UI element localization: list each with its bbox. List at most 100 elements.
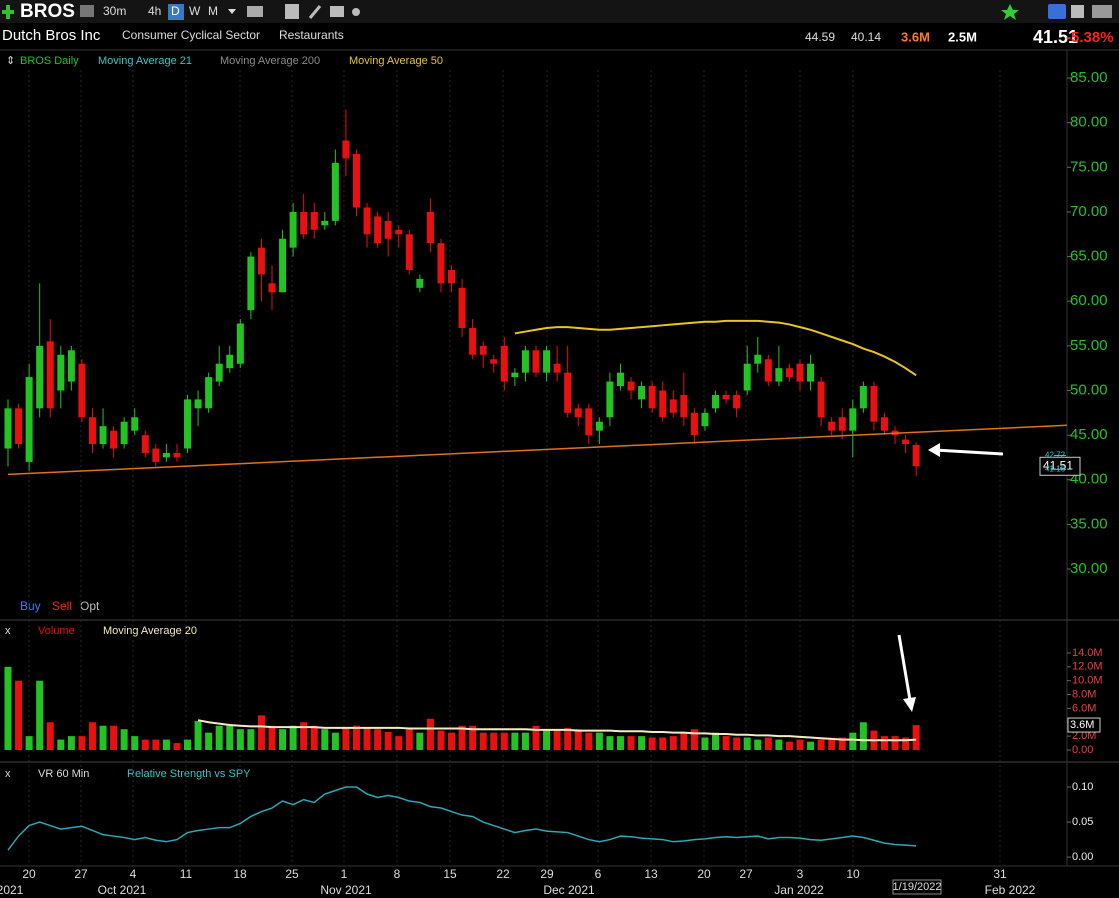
interval[interactable]: M	[208, 4, 218, 18]
volume-bar	[775, 739, 783, 750]
legend-item[interactable]: VR 60 Min	[38, 768, 89, 780]
candle-body	[205, 377, 213, 409]
x-tick-label: 11	[180, 867, 193, 881]
candle-body	[384, 220, 392, 239]
interval[interactable]: W	[189, 4, 201, 18]
candle-body	[236, 323, 244, 364]
add-icon[interactable]	[2, 5, 14, 19]
marker-label: 41.16	[1045, 465, 1066, 474]
sell-button[interactable]: Sell	[52, 599, 72, 613]
legend-item[interactable]: Moving Average 200	[220, 55, 320, 67]
candle-body	[585, 408, 593, 436]
close-panel[interactable]: x	[5, 768, 11, 780]
tool-icon[interactable]	[285, 4, 299, 19]
volume-bar	[616, 736, 624, 750]
volume-bar	[553, 729, 561, 750]
x-tick-label: 8	[394, 867, 401, 881]
candle-body	[638, 386, 646, 400]
legend-item[interactable]: Moving Average 21	[98, 55, 192, 67]
window-icon[interactable]	[1092, 5, 1112, 18]
interval[interactable]: 4h	[148, 4, 161, 18]
candle-body	[194, 399, 202, 409]
line	[514, 319, 917, 377]
candle-body	[215, 363, 223, 382]
candle-body	[162, 452, 170, 458]
tool-icon[interactable]	[308, 5, 322, 19]
x-tick-label: 20	[22, 867, 36, 881]
volume-bar	[257, 715, 265, 750]
star-icon[interactable]	[1001, 4, 1019, 20]
candle-body	[110, 430, 118, 449]
volume-bar	[110, 725, 118, 750]
industry[interactable]: Restaurants	[279, 28, 344, 42]
x-month-label: Oct 2021	[98, 883, 147, 897]
candle-body	[120, 421, 128, 445]
volume-bar	[173, 743, 181, 750]
volume-bar	[342, 727, 350, 750]
sector[interactable]: Consumer Cyclical Sector	[122, 28, 260, 42]
candle-body	[479, 345, 487, 355]
x-tick-label: 6	[595, 867, 602, 881]
buy-button[interactable]: Buy	[20, 599, 41, 613]
candle-body	[141, 435, 149, 453]
last-price: 41.51	[1033, 27, 1078, 47]
candle-body	[849, 408, 857, 431]
y-tick-label: 12.0M	[1072, 661, 1103, 673]
legend-item[interactable]: Moving Average 20	[103, 625, 197, 637]
candle-body	[807, 363, 815, 382]
annotation-arrowhead	[903, 697, 916, 712]
candle-body	[257, 247, 265, 275]
interval[interactable]: D	[171, 4, 180, 18]
volume-bar	[99, 725, 107, 750]
candle-body	[67, 350, 75, 382]
candle-body	[764, 359, 772, 382]
candle-body	[880, 417, 888, 431]
candle-body	[363, 207, 371, 235]
volume-bar	[395, 736, 403, 750]
dropdown[interactable]	[228, 9, 236, 14]
candle-body	[78, 363, 86, 418]
s-icon[interactable]	[1048, 4, 1066, 19]
y-tick-label: 8.0M	[1072, 688, 1096, 700]
volume-bar	[574, 729, 582, 750]
candle-body	[521, 350, 529, 373]
candle-body	[775, 368, 783, 382]
candle-body	[352, 153, 360, 208]
volume-bar	[659, 737, 667, 750]
y-tick-label: 0.00	[1072, 851, 1093, 863]
annotation-arrowhead	[928, 443, 940, 457]
y-tick-label: 75.00	[1070, 158, 1108, 175]
candle-body	[680, 394, 688, 418]
volume-bar	[236, 729, 244, 750]
last-price-box	[1039, 456, 1081, 476]
volume-bar	[152, 739, 160, 750]
marker-label: 42.72	[1045, 451, 1066, 460]
legend-item[interactable]: Relative Strength vs SPY	[127, 768, 251, 780]
volume-bar	[184, 739, 192, 750]
legend-handle[interactable]: ⇕	[6, 55, 15, 67]
line	[197, 719, 917, 742]
volume-bar	[78, 736, 86, 750]
volume-bar	[880, 736, 888, 750]
tool-icon[interactable]	[247, 6, 263, 17]
legend-item[interactable]: Volume	[38, 625, 75, 637]
tool-icon[interactable]	[352, 8, 360, 16]
x-tick-label: 15	[443, 867, 457, 881]
tool-icon[interactable]	[330, 6, 344, 17]
legend-item[interactable]: BROS Daily	[20, 55, 79, 67]
volume-bar	[205, 732, 213, 750]
symbol[interactable]: BROS	[20, 1, 75, 22]
interval[interactable]: 30m	[103, 4, 126, 18]
camera-icon[interactable]	[80, 5, 94, 17]
candle-body	[648, 386, 656, 409]
opt-button[interactable]: Opt	[80, 599, 100, 613]
candle-body	[669, 399, 677, 413]
candle-body	[268, 283, 276, 293]
close-panel[interactable]: x	[5, 625, 11, 637]
candle-body	[796, 363, 804, 382]
annotation-arrow	[934, 448, 1004, 456]
save-icon[interactable]	[1071, 5, 1084, 18]
candle-body	[902, 439, 910, 445]
legend-item[interactable]: Moving Average 50	[349, 55, 443, 67]
